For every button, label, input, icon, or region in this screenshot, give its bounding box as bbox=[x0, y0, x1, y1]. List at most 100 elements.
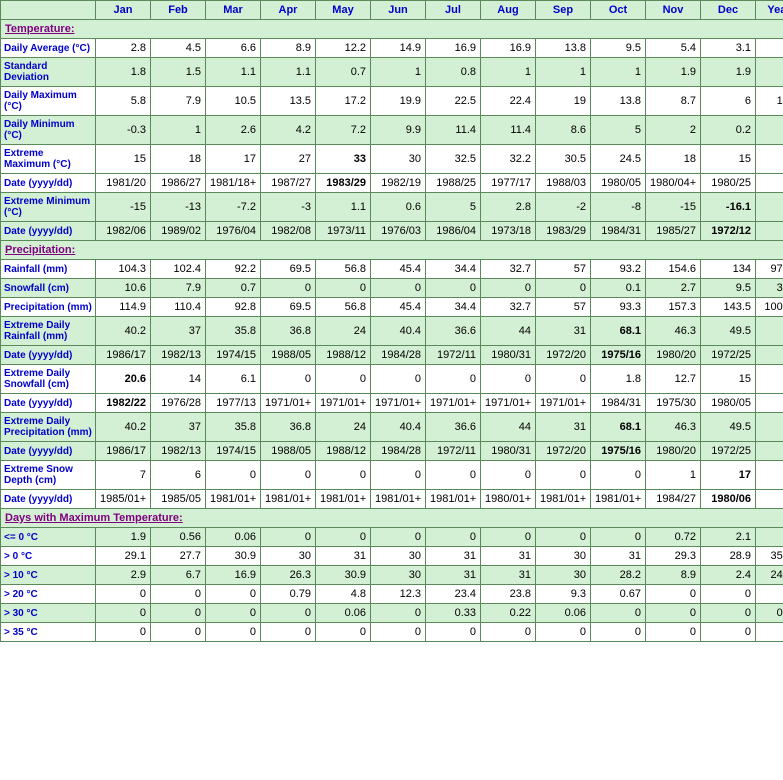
cell: 44 bbox=[481, 413, 536, 442]
header-jan: Jan bbox=[96, 1, 151, 20]
cell bbox=[756, 145, 783, 174]
table-row: Daily Minimum (°C)-0.312.64.27.29.911.41… bbox=[1, 116, 783, 145]
row-label: > 0 °C bbox=[1, 547, 96, 566]
cell: 3.1 bbox=[701, 39, 756, 58]
cell: 22.4 bbox=[481, 87, 536, 116]
cell: 56.8 bbox=[316, 260, 371, 279]
cell: 1972/25 bbox=[701, 346, 756, 365]
cell: 1008.1 bbox=[756, 298, 783, 317]
cell: 8.7 bbox=[646, 87, 701, 116]
cell: 15 bbox=[96, 145, 151, 174]
cell: 1976/28 bbox=[151, 394, 206, 413]
header-sep: Sep bbox=[536, 1, 591, 20]
cell bbox=[756, 346, 783, 365]
cell: 1973/18 bbox=[481, 222, 536, 241]
cell: 1.1 bbox=[316, 193, 371, 222]
cell: 8.6 bbox=[536, 116, 591, 145]
cell: 13.8 bbox=[536, 39, 591, 58]
cell: 1981/20 bbox=[96, 174, 151, 193]
cell: 1981/01+ bbox=[261, 490, 316, 509]
cell: 19 bbox=[536, 87, 591, 116]
cell: 1.1 bbox=[206, 58, 261, 87]
cell: 7.2 bbox=[316, 116, 371, 145]
cell: 0 bbox=[536, 623, 591, 642]
header-blank bbox=[1, 1, 96, 20]
cell: 1973/11 bbox=[316, 222, 371, 241]
cell: 26.3 bbox=[261, 566, 316, 585]
row-label: <= 0 °C bbox=[1, 528, 96, 547]
cell: 0 bbox=[261, 461, 316, 490]
cell: 23.4 bbox=[426, 585, 481, 604]
cell: 0 bbox=[371, 623, 426, 642]
row-label: Extreme Minimum (°C) bbox=[1, 193, 96, 222]
cell: 1985/05 bbox=[151, 490, 206, 509]
cell: 1 bbox=[591, 58, 646, 87]
cell: 2.4 bbox=[701, 566, 756, 585]
cell: 13.9 bbox=[756, 87, 783, 116]
cell: 1980/04+ bbox=[646, 174, 701, 193]
row-label: Extreme Daily Snowfall (cm) bbox=[1, 365, 96, 394]
cell: 0 bbox=[426, 365, 481, 394]
cell: -7.2 bbox=[206, 193, 261, 222]
cell: 0.72 bbox=[646, 528, 701, 547]
cell: 0.67 bbox=[756, 604, 783, 623]
cell: 68.1 bbox=[591, 413, 646, 442]
cell: 0 bbox=[646, 604, 701, 623]
cell bbox=[756, 365, 783, 394]
row-label: Date (yyyy/dd) bbox=[1, 174, 96, 193]
cell: 15 bbox=[701, 145, 756, 174]
cell: 40.2 bbox=[96, 413, 151, 442]
cell: 0 bbox=[591, 461, 646, 490]
cell: 2.9 bbox=[96, 566, 151, 585]
table-row: Extreme Maximum (°C)15181727333032.532.2… bbox=[1, 145, 783, 174]
cell: 0.67 bbox=[591, 585, 646, 604]
cell: 110.4 bbox=[151, 298, 206, 317]
cell: 0.1 bbox=[591, 279, 646, 298]
cell: 49.5 bbox=[701, 317, 756, 346]
cell: 0.06 bbox=[206, 528, 261, 547]
table-row: Extreme Daily Precipitation (mm)40.23735… bbox=[1, 413, 783, 442]
cell: 31 bbox=[426, 547, 481, 566]
cell: 1975/16 bbox=[591, 442, 646, 461]
cell: 31 bbox=[316, 547, 371, 566]
cell: 1971/01+ bbox=[261, 394, 316, 413]
cell: 44 bbox=[481, 317, 536, 346]
cell: 5 bbox=[591, 116, 646, 145]
cell: 0.8 bbox=[426, 58, 481, 87]
cell: 16.9 bbox=[426, 39, 481, 58]
row-label: Extreme Snow Depth (cm) bbox=[1, 461, 96, 490]
cell: 0 bbox=[151, 623, 206, 642]
cell: 31.6 bbox=[756, 279, 783, 298]
cell: -8 bbox=[591, 193, 646, 222]
cell: 18 bbox=[151, 145, 206, 174]
cell: 30 bbox=[536, 547, 591, 566]
cell: 104.3 bbox=[96, 260, 151, 279]
cell: 14.9 bbox=[371, 39, 426, 58]
cell: 17 bbox=[701, 461, 756, 490]
cell: 37 bbox=[151, 317, 206, 346]
table-row: Daily Average (°C)2.84.56.68.912.214.916… bbox=[1, 39, 783, 58]
cell: 30.9 bbox=[206, 547, 261, 566]
cell: 359.9 bbox=[756, 547, 783, 566]
cell: 1980/05 bbox=[591, 174, 646, 193]
cell: 1982/19 bbox=[371, 174, 426, 193]
cell: 1986/17 bbox=[96, 346, 151, 365]
cell: -16.1 bbox=[701, 193, 756, 222]
cell: 1981/18+ bbox=[206, 174, 261, 193]
cell: 1988/05 bbox=[261, 442, 316, 461]
cell: 0.5 bbox=[756, 58, 783, 87]
header-nov: Nov bbox=[646, 1, 701, 20]
cell: 0 bbox=[536, 528, 591, 547]
cell: 40.4 bbox=[371, 317, 426, 346]
cell: 0 bbox=[591, 604, 646, 623]
cell bbox=[756, 222, 783, 241]
cell: 0 bbox=[371, 461, 426, 490]
cell: 5.3 bbox=[756, 116, 783, 145]
table-row: Date (yyyy/dd)1986/171982/131974/151988/… bbox=[1, 442, 783, 461]
cell: 2.1 bbox=[701, 528, 756, 547]
cell: 0 bbox=[701, 585, 756, 604]
header-dec: Dec bbox=[701, 1, 756, 20]
cell: 1980/31 bbox=[481, 346, 536, 365]
cell: 154.6 bbox=[646, 260, 701, 279]
header-feb: Feb bbox=[151, 1, 206, 20]
